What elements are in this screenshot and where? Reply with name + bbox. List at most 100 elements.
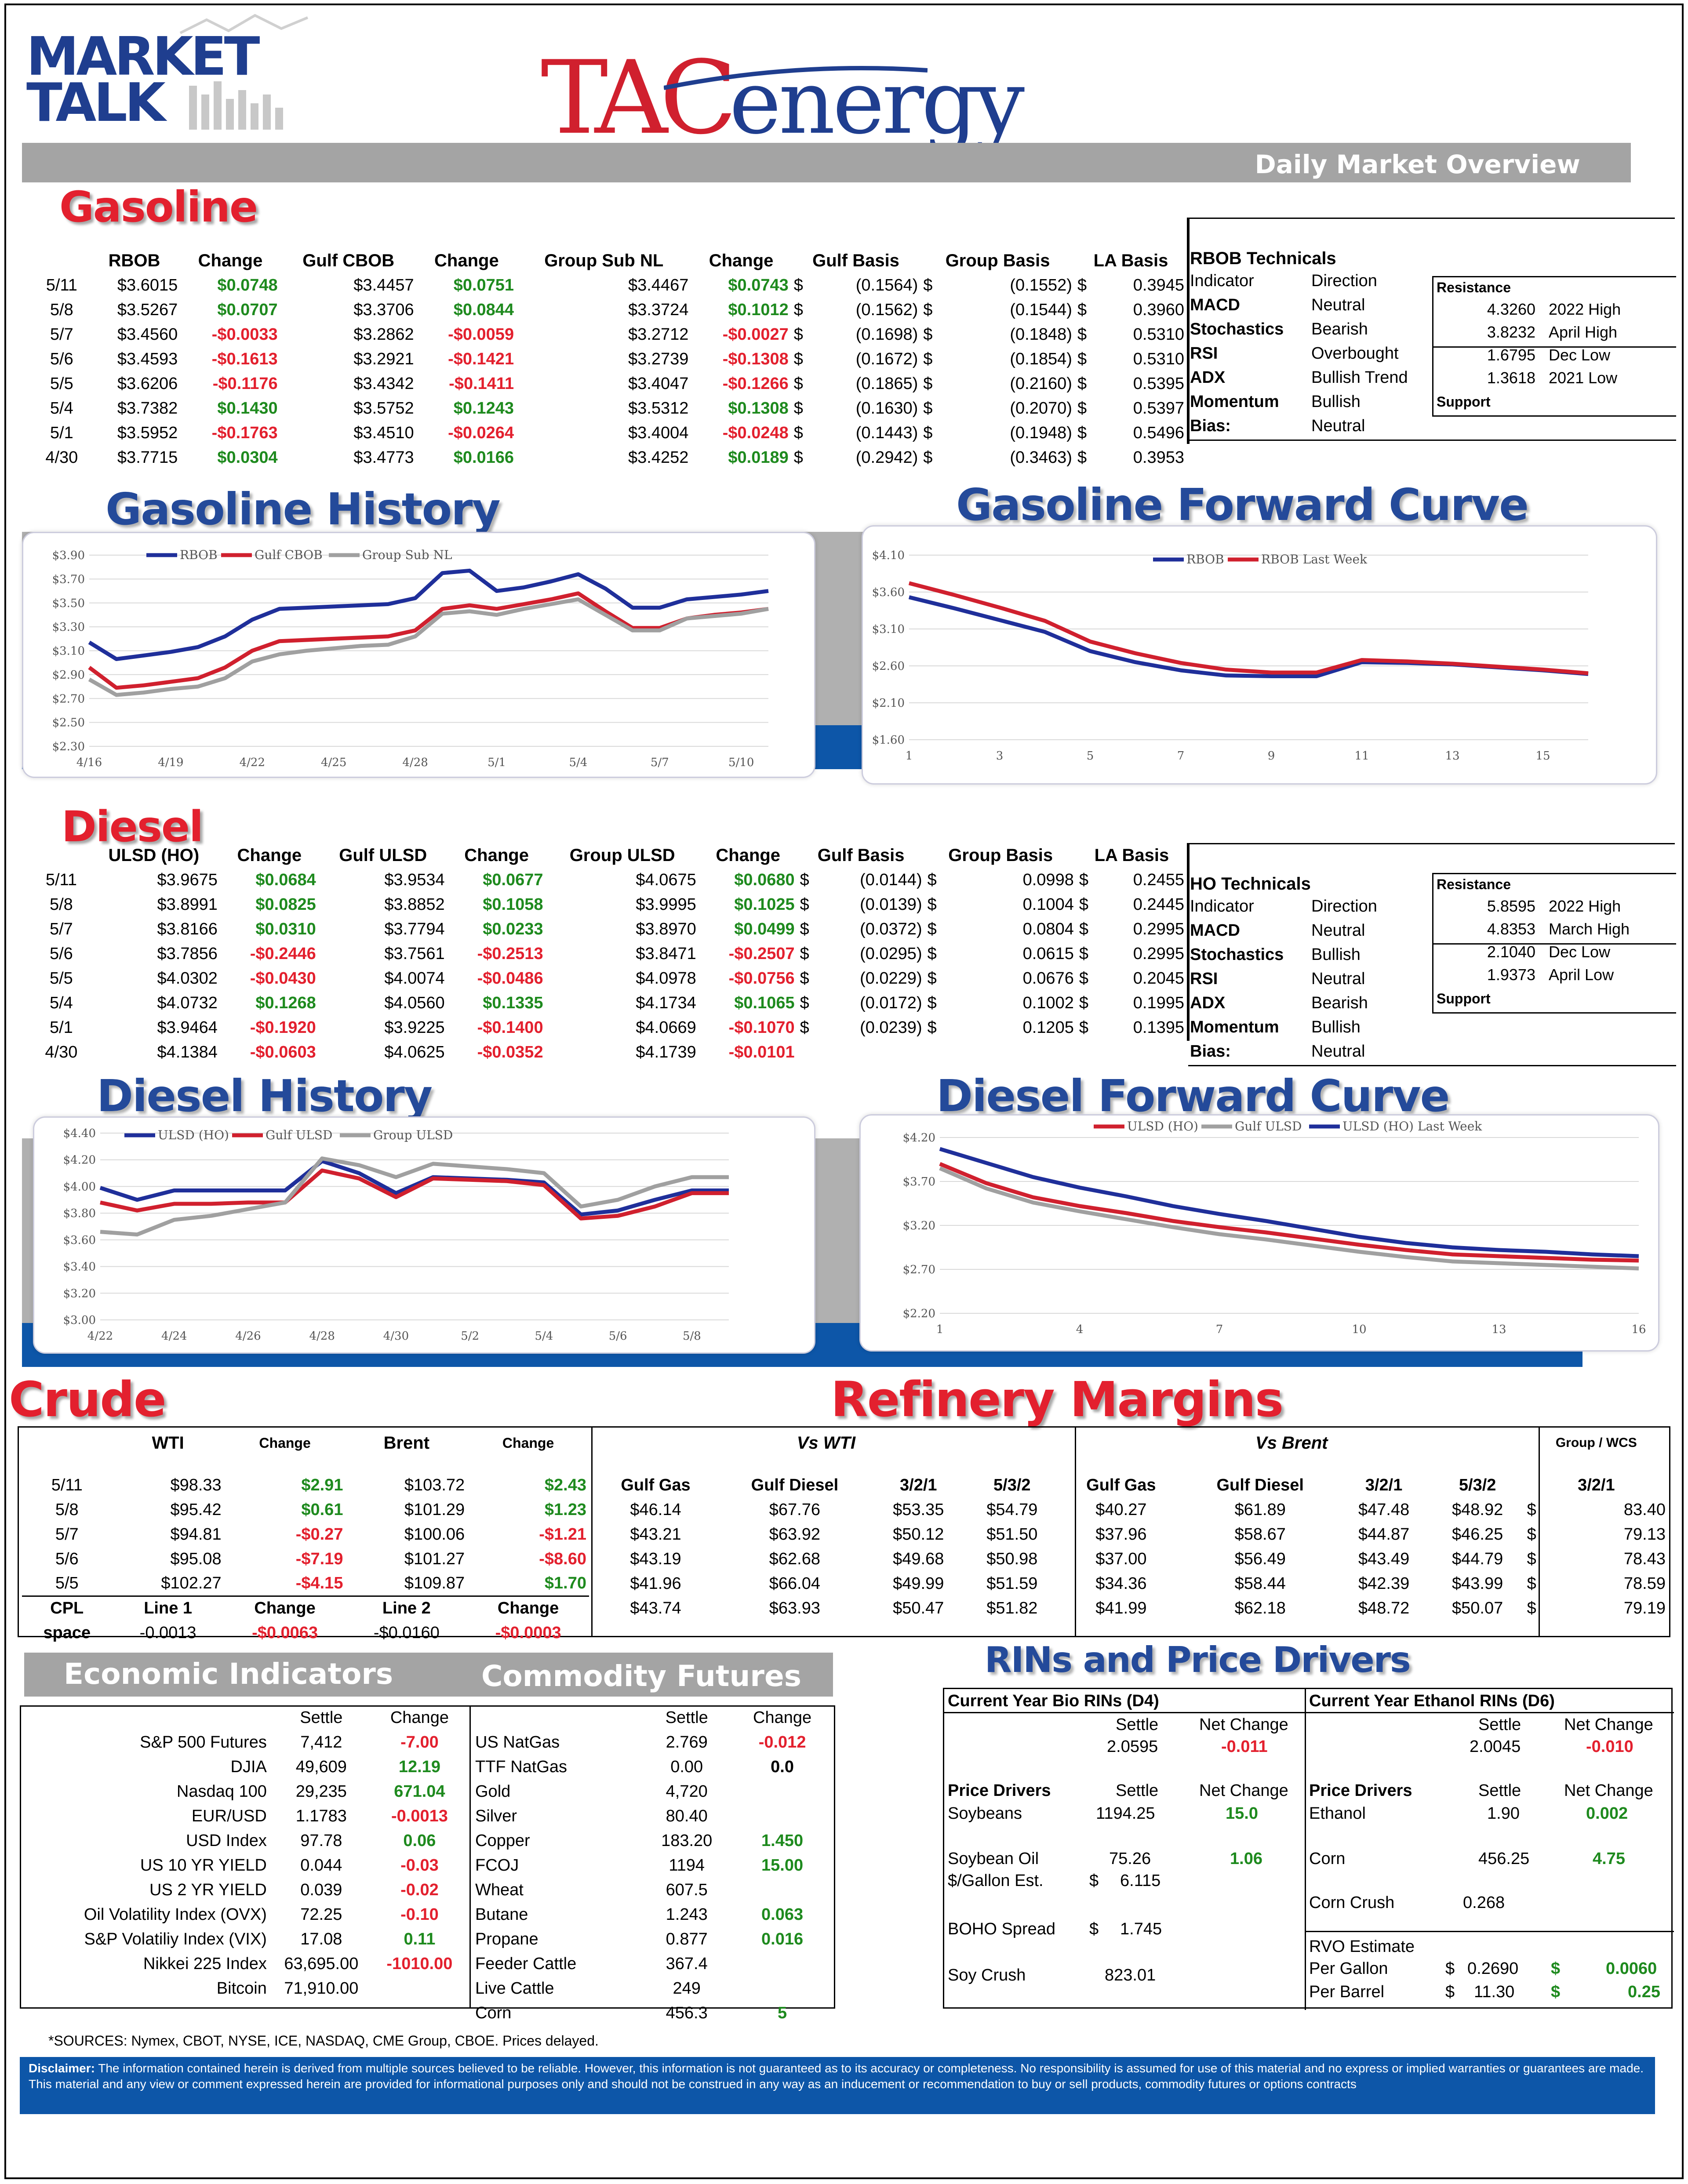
price-value: $3.6015: [117, 276, 178, 294]
per-barrel-label: Per Barrel: [1309, 1983, 1385, 2001]
change-value: 0.11: [404, 1930, 436, 1948]
econ-commod-divider: [469, 1705, 471, 2009]
price-value: $3.8471: [636, 944, 696, 963]
cpl-header: Change: [254, 1599, 316, 1618]
change-value: $0.1268: [255, 993, 316, 1012]
y-tick-label: $4.10: [872, 549, 905, 562]
margin-value: $54.79: [986, 1500, 1038, 1519]
price-drivers-header: Price Drivers: [948, 1781, 1051, 1800]
y-tick-label: $1.60: [872, 734, 905, 747]
indicator-direction: Bearish: [1311, 994, 1368, 1012]
column-header: Group Basis: [948, 845, 1053, 865]
dollar-sign: $: [1077, 448, 1087, 467]
margin-value: $50.12: [893, 1525, 944, 1544]
settle-header: Settle: [665, 1708, 708, 1727]
table-row: 5/4 $4.0732 $0.1268 $4.0560 $0.1335 $4.1734 $0…: [35, 991, 1187, 1015]
change-value: $0.1430: [217, 399, 278, 418]
basis-value: (0.1672): [855, 349, 918, 368]
change-value: [373, 1976, 466, 2001]
basis-value: 0.0998: [1022, 870, 1074, 889]
indicator-name: Bias:: [1190, 1042, 1231, 1061]
change-header: Change: [753, 1708, 812, 1727]
dollar-sign: $: [800, 919, 809, 938]
margin-header-row: Gulf Gas Gulf Diesel 3/2/1 5/3/2 Gulf Gas Gul…: [593, 1473, 1668, 1497]
x-tick-label: 4: [1076, 1323, 1084, 1336]
settle-value: 7,412: [300, 1733, 342, 1752]
series-line: [100, 1168, 729, 1221]
dollar-sign: $: [793, 349, 803, 368]
table-row: $43.19 $62.68 $49.68 $50.98 $37.00 $56.49 $43.…: [593, 1547, 1668, 1571]
margin-value: $44.87: [1358, 1525, 1410, 1544]
row-date: 5/6: [49, 944, 73, 963]
column-header: WTI: [152, 1433, 184, 1453]
price-value: $103.72: [404, 1475, 465, 1494]
level-value: 1.9373: [1487, 966, 1535, 984]
basis-value: 0.2445: [1133, 895, 1184, 914]
dollar-sign: $: [1077, 399, 1087, 418]
diesel-title: Diesel: [62, 802, 204, 851]
gallon-value: 6.115: [1120, 1871, 1161, 1890]
gasoline-forward-title: Gasoline Forward Curve: [956, 479, 1529, 531]
row-label: Propane: [475, 1930, 538, 1948]
indicator-name: RSI: [1190, 970, 1218, 988]
d6-change: -0.010: [1586, 1737, 1633, 1756]
price-value: $4.0675: [636, 870, 696, 889]
gasoline-title: Gasoline: [59, 182, 258, 232]
price-value: $109.87: [404, 1573, 465, 1592]
row-date: 5/8: [55, 1500, 79, 1519]
change-value: $0.0743: [728, 276, 789, 294]
dollar-sign: $: [1445, 1983, 1455, 2001]
margin-value: $43.99: [1452, 1574, 1503, 1593]
table-row: 5/6 $95.08 -$7.19 $101.27 -$8.60: [22, 1547, 589, 1571]
technicals-title-underline: [1188, 219, 1190, 444]
change-value: $0.61: [301, 1500, 343, 1519]
column-header: ULSD (HO): [108, 845, 200, 865]
group-wcs-header: Group / WCS: [1555, 1435, 1637, 1450]
dollar-sign: $: [1077, 300, 1087, 319]
margin-value: $37.00: [1095, 1549, 1147, 1568]
row-date: 5/6: [55, 1549, 79, 1568]
basis-value: (0.2942): [855, 448, 918, 467]
row-label: US 2 YR YIELD: [149, 1880, 267, 1899]
margin-value: $56.49: [1234, 1549, 1286, 1568]
settle-value: 2.769: [666, 1733, 708, 1752]
dollar-sign: $: [793, 374, 803, 393]
settle-header: Settle: [1478, 1715, 1521, 1734]
price-value: $95.08: [170, 1549, 222, 1568]
settle-value: 97.78: [300, 1831, 342, 1850]
table-row: 5/7 $3.8166 $0.0310 $3.7794 $0.0233 $3.8970 $0…: [35, 917, 1187, 941]
header-row: Settle Change: [473, 1705, 833, 1730]
level-value: 1.3618: [1487, 369, 1535, 387]
table-row: FCOJ 1194 15.00: [473, 1853, 833, 1878]
margin-value: $49.99: [893, 1574, 944, 1593]
price-value: $4.0302: [157, 969, 218, 988]
table-row: $43.74 $63.93 $50.47 $51.82 $41.99 $62.18 $48.…: [593, 1596, 1668, 1621]
change-value: $0.1065: [734, 993, 795, 1012]
x-tick-label: 5/7: [651, 756, 669, 769]
basis-value: 0.5310: [1133, 325, 1184, 344]
price-value: $3.5752: [353, 399, 414, 418]
price-value: $3.2712: [628, 325, 689, 344]
row-label: USD Index: [186, 1831, 267, 1850]
indicator-name: Momentum: [1190, 392, 1279, 411]
change-value: $0.0825: [255, 895, 316, 914]
row-date: 5/7: [49, 919, 73, 938]
y-tick-label: $4.40: [63, 1127, 96, 1140]
series-line: [908, 581, 1589, 676]
price-value: $3.3706: [353, 300, 414, 319]
series-line: [100, 1156, 729, 1237]
change-value: $0.0677: [483, 870, 543, 889]
price-value: $3.2739: [628, 349, 689, 368]
basis-value: [820, 1040, 924, 1065]
legend-label: Group Sub NL: [362, 548, 452, 562]
dollar-sign: $: [1079, 969, 1088, 988]
cpl-header-row: CPL Line 1 Change Line 2 Change: [22, 1596, 589, 1621]
indicator-direction: Bearish: [1311, 320, 1368, 338]
table-row: Live Cattle 249: [473, 1976, 833, 2001]
change-value: -$0.1176: [212, 374, 278, 393]
per-gallon-change: 0.0060: [1606, 1959, 1657, 1978]
margin-value: $51.82: [986, 1599, 1038, 1617]
dollar-sign: $: [923, 349, 933, 368]
change-value: $0.1012: [728, 300, 789, 319]
row-date: 5/6: [50, 349, 73, 368]
